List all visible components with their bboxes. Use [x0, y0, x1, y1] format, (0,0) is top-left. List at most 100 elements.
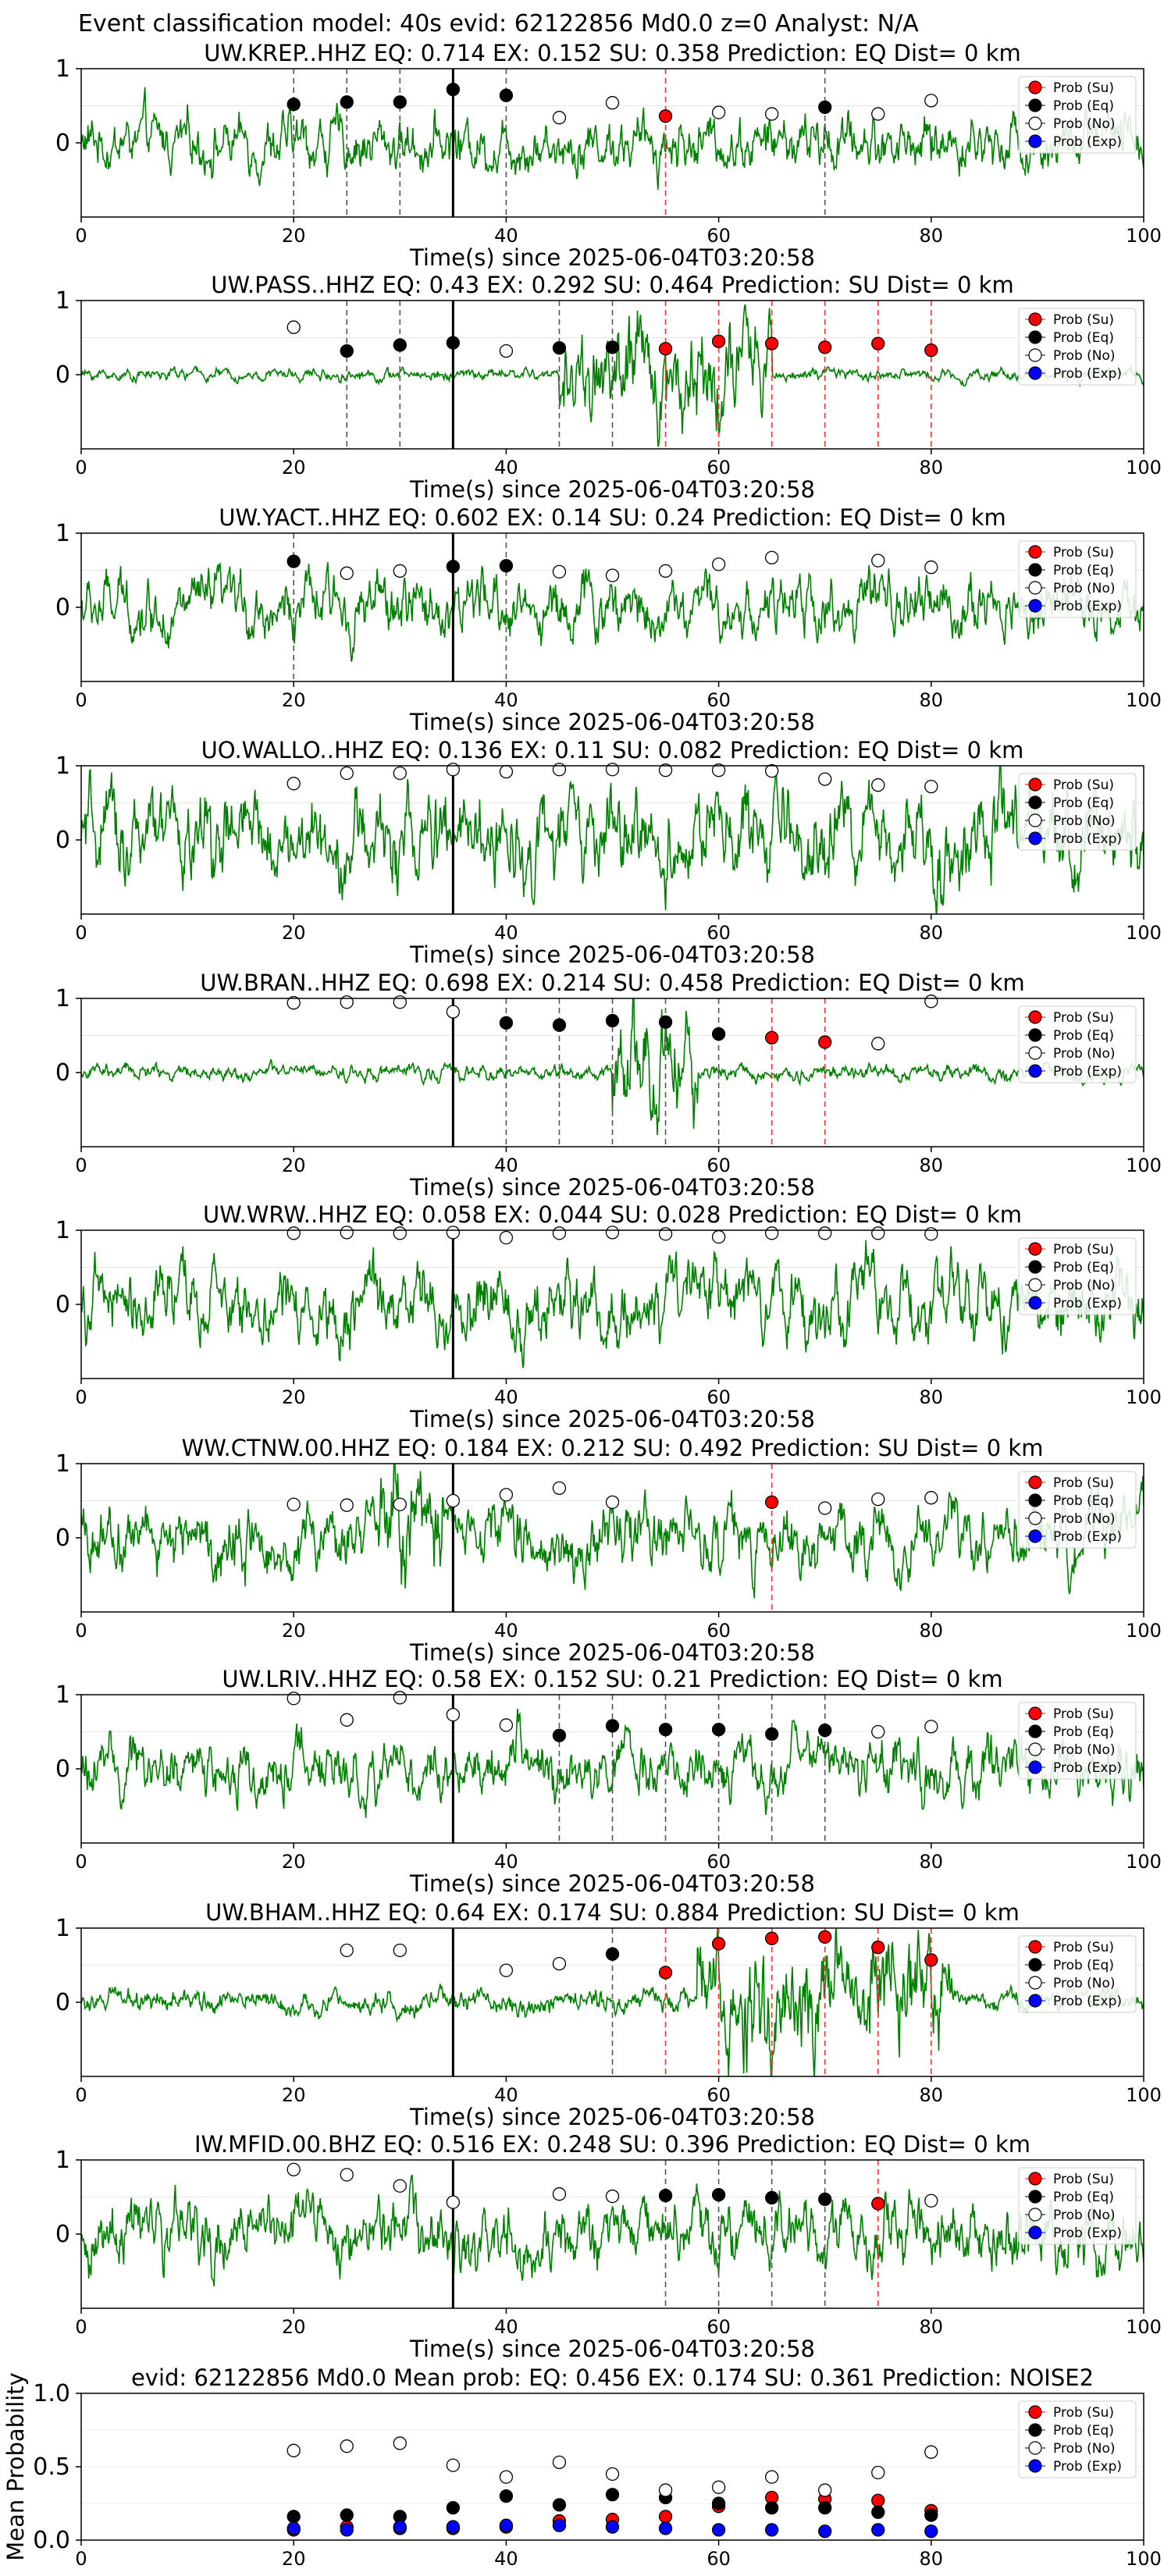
panel-title: IW.MFID.00.BHZ EQ: 0.516 EX: 0.248 SU: 0… — [194, 2131, 1030, 2158]
prob-point-no — [552, 111, 567, 125]
ytick-label: 0 — [55, 1291, 70, 1318]
xtick-label: 100 — [1126, 1620, 1162, 1642]
legend-label: Prob (Eq) — [1053, 2423, 1114, 2439]
ytick-label: 1 — [55, 1681, 70, 1709]
legend-label: Prob (No) — [1053, 1976, 1116, 1991]
prob-point-eq — [818, 2192, 832, 2207]
xtick-label: 60 — [707, 1386, 731, 1408]
legend-marker — [1028, 2405, 1042, 2419]
xtick-label: 40 — [494, 1386, 518, 1408]
panel-title: UW.PASS..HHZ EQ: 0.43 EX: 0.292 SU: 0.46… — [211, 272, 1013, 298]
xtick-label: 80 — [920, 2316, 944, 2338]
prob-point-su — [658, 1966, 673, 1980]
prob-point-no — [871, 553, 885, 568]
mean-point-eq — [287, 2510, 301, 2524]
prob-point-no — [287, 777, 301, 791]
legend-marker — [1028, 1511, 1042, 1525]
ytick-label: 1 — [55, 1450, 70, 1478]
legend-marker — [1028, 330, 1042, 344]
legend-label: Prob (No) — [1053, 813, 1116, 829]
mean-point-eq — [605, 2488, 620, 2502]
legend-marker — [1028, 777, 1042, 792]
prob-point-eq — [765, 2190, 779, 2205]
mean-point-su — [658, 2510, 673, 2524]
prob-point-no — [340, 1498, 354, 1512]
mean-point-exp — [446, 2520, 460, 2534]
xtick-label: 60 — [707, 1620, 731, 1642]
legend-2: Prob (Su) Prob (Eq) Prob (No) Prob (Exp) — [1018, 540, 1137, 618]
legend-label: Prob (Exp) — [1053, 1994, 1122, 2009]
xtick-label: 40 — [494, 689, 518, 711]
xtick-label: 80 — [920, 1155, 944, 1176]
legend-marker — [1028, 2226, 1042, 2240]
legend-marker — [1028, 2172, 1042, 2186]
prob-point-no — [499, 764, 514, 779]
prob-point-eq — [605, 1013, 620, 1028]
prob-point-no — [340, 766, 354, 781]
xtick-label: 20 — [282, 1386, 306, 1408]
mean-point-no — [871, 2465, 885, 2480]
legend-marker — [1028, 2459, 1042, 2473]
legend-label: Prob (Eq) — [1053, 2190, 1114, 2205]
prob-point-no — [605, 568, 620, 582]
mean-point-no — [765, 2470, 779, 2484]
mean-point-eq — [871, 2505, 885, 2519]
legend-label: Prob (Su) — [1053, 1475, 1114, 1491]
xtick-label: 80 — [920, 922, 944, 944]
mean-point-eq — [552, 2498, 567, 2512]
prob-point-no — [552, 763, 567, 777]
prob-point-no — [287, 1692, 301, 1706]
x-axis-label: Time(s) since 2025-06-04T03:20:58 — [409, 2336, 815, 2362]
ytick-label: 0.0 — [33, 2527, 70, 2554]
legend-0: Prob (Su) Prob (Eq) Prob (No) Prob (Exp) — [1018, 76, 1137, 154]
prob-point-no — [393, 1691, 407, 1705]
xtick-label: 80 — [920, 2084, 944, 2106]
legend-5: Prob (Su) Prob (Eq) Prob (No) Prob (Exp) — [1018, 1237, 1137, 1315]
prob-point-su — [765, 1495, 779, 1510]
prob-point-no — [924, 1720, 938, 1734]
prob-point-no — [924, 560, 938, 575]
legend-label: Prob (Su) — [1053, 1010, 1114, 1026]
legend-label: Prob (No) — [1053, 1511, 1116, 1527]
xtick-label: 20 — [282, 1155, 306, 1176]
ytick-label: 0.5 — [33, 2453, 70, 2481]
legend-marker — [1028, 1994, 1042, 2008]
prob-point-no — [871, 1037, 885, 1051]
legend-label: Prob (Eq) — [1053, 1958, 1114, 1973]
legend-label: Prob (Exp) — [1053, 1529, 1122, 1545]
prob-point-no — [499, 1230, 514, 1245]
legend-label: Prob (No) — [1053, 2441, 1116, 2457]
waveform — [81, 87, 1144, 190]
legend-marker — [1028, 2208, 1042, 2222]
mean-point-no — [818, 2483, 832, 2497]
prob-point-no — [605, 1495, 620, 1510]
prob-point-eq — [446, 82, 460, 97]
prob-point-no — [340, 1713, 354, 1727]
legend-marker — [1028, 795, 1042, 809]
legend-box — [1018, 2400, 1137, 2478]
xtick-label: 0 — [75, 457, 87, 479]
prob-point-no — [446, 1493, 460, 1508]
xtick-label: 40 — [494, 2548, 518, 2570]
panel-UW.PASS..HHZ: UW.PASS..HHZ EQ: 0.43 EX: 0.292 SU: 0.46… — [55, 272, 1162, 503]
legend-label: Prob (Exp) — [1053, 366, 1122, 382]
prob-point-su — [871, 1941, 885, 1955]
prob-point-no — [818, 1226, 832, 1240]
prob-point-no — [605, 2189, 620, 2204]
ytick-label: 0 — [55, 827, 70, 854]
prob-point-no — [871, 778, 885, 792]
panel-title: UW.BRAN..HHZ EQ: 0.698 EX: 0.214 SU: 0.4… — [200, 970, 1025, 996]
legend-label: Prob (Exp) — [1053, 831, 1122, 847]
xtick-label: 0 — [75, 922, 87, 944]
prob-point-no — [340, 2168, 354, 2182]
prob-point-eq — [446, 560, 460, 574]
legend-marker — [1028, 581, 1042, 595]
prob-point-no — [393, 995, 407, 1009]
prob-point-no — [393, 1943, 407, 1958]
legend-label: Prob (Eq) — [1053, 1724, 1114, 1740]
legend-label: Prob (No) — [1053, 581, 1116, 596]
legend-label: Prob (Exp) — [1053, 134, 1122, 150]
legend-marker — [1028, 80, 1042, 94]
prob-point-no — [765, 107, 779, 121]
legend-box — [1018, 2167, 1137, 2245]
